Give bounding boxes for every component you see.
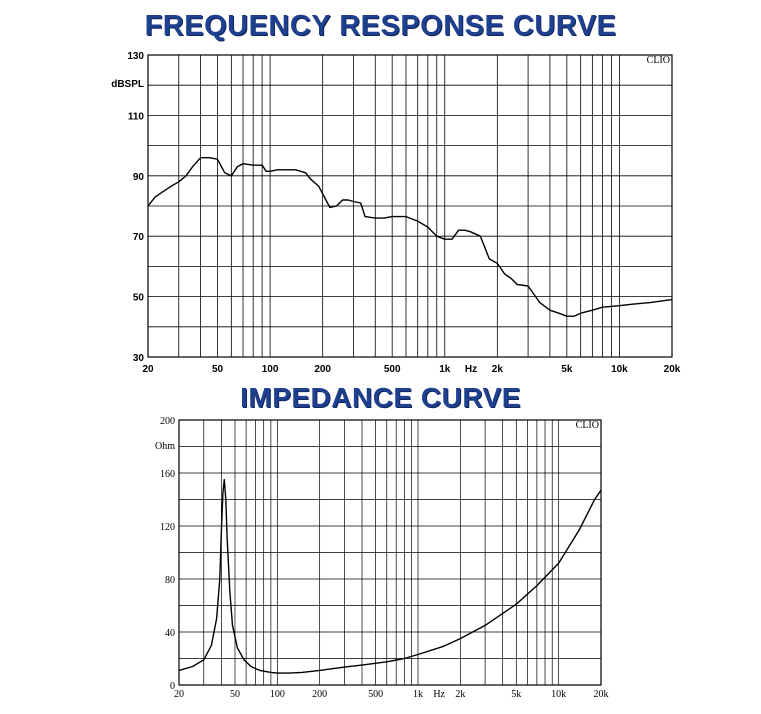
x-unit-label: Hz	[465, 364, 477, 375]
y-tick-label: 110	[128, 111, 145, 122]
x-tick-label: 2k	[492, 364, 504, 375]
y-tick-label: 130	[127, 51, 144, 62]
x-tick-label: 100	[262, 364, 279, 375]
x-tick-label: 2k	[455, 689, 465, 700]
frequency-response-title: FREQUENCY RESPONSE CURVE	[144, 10, 617, 42]
y-tick-label: 40	[165, 628, 175, 639]
impedance-title: IMPEDANCE CURVE	[240, 382, 521, 413]
x-tick-label: 200	[312, 689, 327, 700]
clio-watermark: CLIO	[647, 55, 670, 66]
x-tick-label: 1k	[413, 689, 423, 700]
x-tick-label: 200	[314, 364, 331, 375]
y-tick-label: 80	[165, 575, 175, 586]
x-tick-label: 20k	[664, 364, 681, 375]
y-axis-label: dBSPL	[111, 79, 144, 90]
y-tick-label: 90	[133, 172, 145, 183]
x-tick-label: 10k	[611, 364, 628, 375]
x-unit-label: Hz	[433, 689, 445, 700]
x-tick-label: 5k	[561, 364, 573, 375]
x-tick-label: 20	[174, 689, 184, 700]
x-tick-label: 100	[270, 689, 285, 700]
x-tick-label: 50	[212, 364, 224, 375]
x-tick-label: 500	[368, 689, 383, 700]
data-line	[178, 478, 602, 674]
y-tick-label: 120	[160, 522, 175, 533]
y-tick-label: 200	[160, 416, 175, 427]
y-tick-label: 160	[160, 469, 175, 480]
x-tick-label: 500	[384, 364, 401, 375]
x-tick-label: 50	[230, 689, 240, 700]
y-tick-label: 30	[133, 353, 145, 364]
data-line	[147, 157, 673, 317]
y-tick-label: 50	[133, 293, 145, 304]
y-axis-label: Ohm	[155, 441, 175, 452]
clio-watermark: CLIO	[576, 420, 599, 431]
plot-frame	[178, 419, 602, 686]
x-tick-label: 20	[142, 364, 154, 375]
x-tick-label: 5k	[511, 689, 521, 700]
x-tick-label: 20k	[594, 689, 609, 700]
x-tick-label: 10k	[551, 689, 566, 700]
x-tick-label: 1k	[439, 364, 451, 375]
y-tick-label: 0	[170, 681, 175, 692]
y-tick-label: 70	[133, 232, 145, 243]
